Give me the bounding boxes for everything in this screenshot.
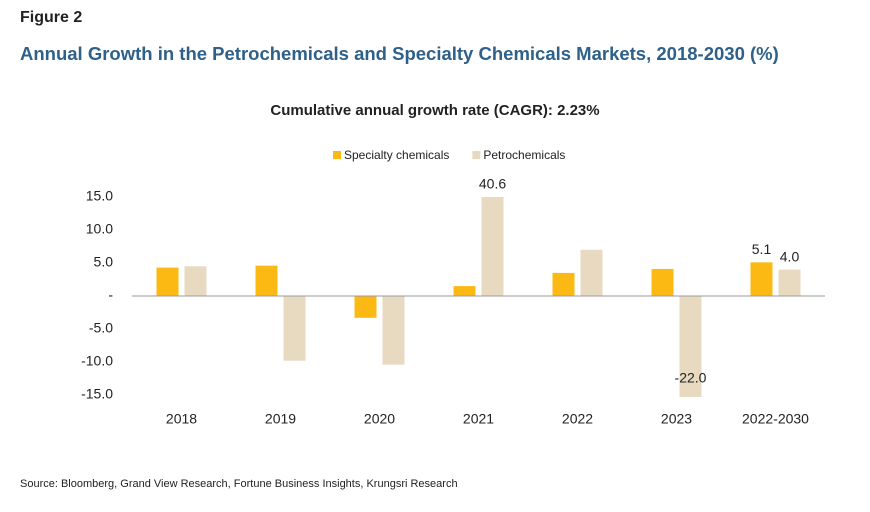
data-label: -22.0 <box>675 370 707 386</box>
bar <box>750 262 773 297</box>
y-tick-label: -5.0 <box>89 320 113 336</box>
y-tick-label: -10.0 <box>81 353 113 369</box>
chart-title: Annual Growth in the Petrochemicals and … <box>20 43 779 64</box>
x-tick-label: 2021 <box>463 411 494 427</box>
bar <box>156 267 179 297</box>
x-tick-label: 2020 <box>364 411 395 427</box>
bar <box>354 296 377 318</box>
bar <box>580 249 603 297</box>
y-tick-label: 10.0 <box>86 221 113 237</box>
bar <box>453 286 476 297</box>
y-tick-label: - <box>108 287 113 303</box>
x-tick-label: 2019 <box>265 411 296 427</box>
data-label: 4.0 <box>780 248 800 264</box>
legend-label: Petrochemicals <box>483 148 565 162</box>
bar <box>778 269 801 297</box>
bar <box>481 197 504 297</box>
figure-label: Figure 2 <box>20 9 82 26</box>
y-tick-label: 15.0 <box>86 188 113 204</box>
x-tick-label: 2018 <box>166 411 197 427</box>
bar <box>283 296 306 361</box>
bar <box>184 266 207 297</box>
data-label: 5.1 <box>752 241 772 257</box>
bar <box>255 265 278 297</box>
x-tick-label: 2023 <box>661 411 692 427</box>
legend-swatch <box>333 151 341 159</box>
bar <box>382 296 405 365</box>
legend-label: Specialty chemicals <box>344 148 449 162</box>
bar <box>651 268 674 297</box>
y-tick-label: 5.0 <box>94 254 114 270</box>
x-tick-label: 2022 <box>562 411 593 427</box>
legend-swatch <box>472 151 481 159</box>
y-tick-label: -15.0 <box>81 386 113 402</box>
x-tick-label: 2022-2030 <box>742 411 809 427</box>
bar <box>679 296 702 397</box>
source-note: Source: Bloomberg, Grand View Research, … <box>20 478 458 490</box>
data-label: 40.6 <box>479 176 506 192</box>
plot-area <box>156 197 801 397</box>
chart-subtitle: Cumulative annual growth rate (CAGR): 2.… <box>270 102 599 119</box>
bar <box>552 272 575 297</box>
